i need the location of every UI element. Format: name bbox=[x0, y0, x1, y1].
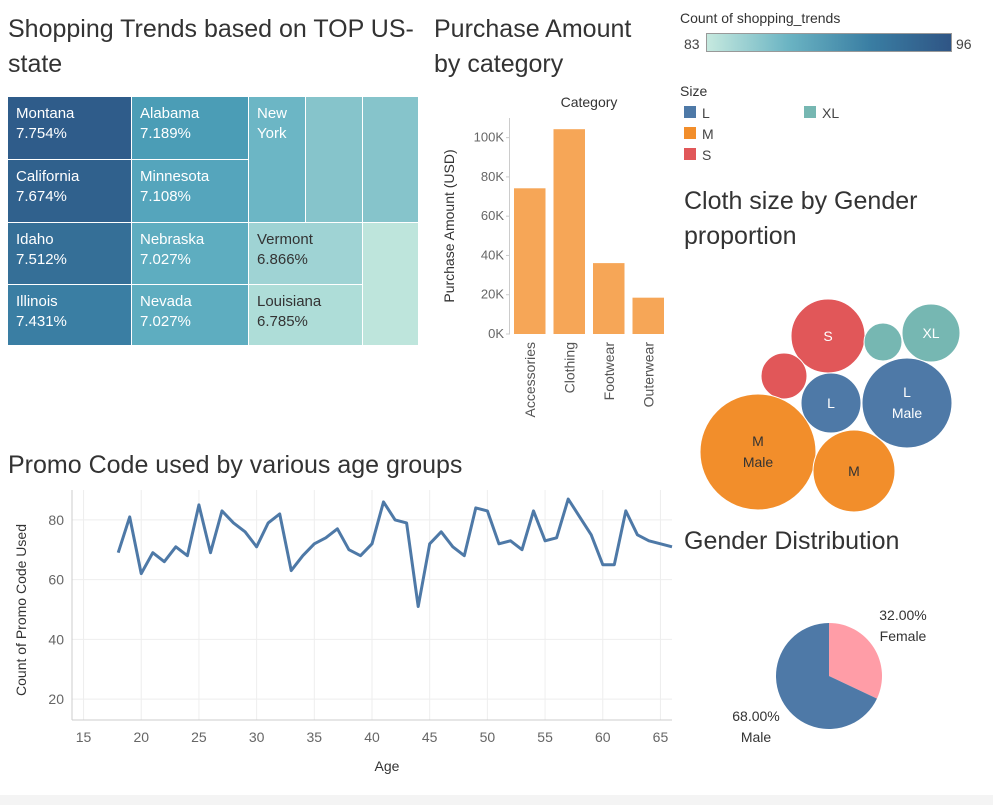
pie-slice bbox=[829, 623, 882, 699]
line-ytick-label: 20 bbox=[48, 691, 64, 707]
bar-ytick-label: 100K bbox=[474, 130, 505, 145]
bubble-label: L bbox=[903, 384, 911, 400]
size-legend-label: L bbox=[702, 105, 710, 121]
pie-male-label: Male bbox=[741, 729, 772, 745]
treemap-cell[interactable]: Nebraska 7.027% bbox=[132, 223, 249, 285]
treemap-cell[interactable]: Minnesota 7.108% bbox=[132, 160, 249, 223]
purchase-title: Purchase Amount by category bbox=[434, 15, 632, 78]
treemap-cell[interactable] bbox=[306, 97, 363, 223]
treemap-cell[interactable]: New York bbox=[249, 97, 306, 223]
size-bubble bbox=[863, 322, 903, 362]
line-xtick-label: 55 bbox=[537, 729, 553, 745]
bar-header: Category bbox=[561, 94, 618, 110]
size-bubble bbox=[699, 393, 817, 511]
size-bubble bbox=[901, 303, 960, 363]
bar-ytick-label: 20K bbox=[481, 287, 504, 302]
line-xtick-label: 45 bbox=[422, 729, 438, 745]
gender-title: Gender Distribution bbox=[684, 527, 900, 555]
bar-ytick-label: 40K bbox=[481, 247, 504, 262]
size-legend-swatch-xl[interactable] bbox=[804, 106, 816, 118]
size-bubble bbox=[861, 357, 953, 449]
bar bbox=[514, 188, 546, 334]
bar-category-label: Footwear bbox=[601, 342, 617, 401]
line-xtick-label: 25 bbox=[191, 729, 207, 745]
cloth-title: Cloth size by Gender proportion bbox=[684, 187, 918, 250]
treemap-cell[interactable]: Montana 7.754% bbox=[8, 97, 132, 160]
size-legend-label: M bbox=[702, 126, 714, 142]
line-ytick-label: 80 bbox=[48, 512, 64, 528]
treemap: Montana 7.754% California 7.674% Idaho 7.51… bbox=[8, 97, 418, 346]
line-x-label: Age bbox=[375, 758, 400, 774]
bar-ytick-label: 60K bbox=[481, 208, 504, 223]
pie-female-label: Female bbox=[880, 628, 927, 644]
size-legend-label: S bbox=[702, 147, 712, 163]
gender-pie-chart: 32.00% Female 68.00% Male bbox=[732, 607, 927, 745]
line-ytick-label: 40 bbox=[48, 631, 64, 647]
line-xtick-label: 30 bbox=[249, 729, 265, 745]
treemap-title: Shopping Trends based on TOP US-state bbox=[8, 15, 414, 78]
pie-male-pct: 68.00% bbox=[732, 708, 779, 724]
treemap-cell[interactable]: Illinois 7.431% bbox=[8, 285, 132, 346]
line-xtick-label: 65 bbox=[653, 729, 669, 745]
treemap-cell[interactable]: Nevada 7.027% bbox=[132, 285, 249, 346]
treemap-cell[interactable] bbox=[363, 97, 418, 223]
line-xtick-label: 35 bbox=[307, 729, 323, 745]
promo-line-chart: 15 20 25 30 35 40 45 50 55 60 65 20 40 60 80 Age Count o… bbox=[13, 490, 673, 774]
bar-category-label: Clothing bbox=[561, 342, 577, 393]
bubble-label: XL bbox=[922, 325, 939, 341]
treemap-cell[interactable]: Vermont 6.866% bbox=[249, 223, 363, 285]
size-bubble bbox=[760, 352, 808, 400]
pie-slice bbox=[776, 623, 877, 729]
line-xtick-label: 15 bbox=[76, 729, 92, 745]
bubble-sublabel: Male bbox=[743, 454, 774, 470]
color-legend-min: 83 bbox=[684, 36, 700, 52]
promo-title: Promo Code used by various age groups bbox=[8, 451, 463, 479]
size-legend-label: XL bbox=[822, 105, 840, 121]
treemap-cell[interactable]: Alabama 7.189% bbox=[132, 97, 249, 160]
bar-y-label: Purchase Amount (USD) bbox=[441, 149, 457, 302]
size-legend-swatch-l[interactable] bbox=[684, 106, 696, 118]
line-xtick-label: 20 bbox=[133, 729, 149, 745]
size-bubble bbox=[800, 372, 862, 434]
color-legend-title: Count of shopping_trends bbox=[680, 10, 841, 26]
bar bbox=[593, 263, 625, 334]
bar-ytick-label: 80K bbox=[481, 169, 504, 184]
line-xtick-label: 60 bbox=[595, 729, 611, 745]
size-legend-title: Size bbox=[680, 83, 708, 99]
treemap-cell[interactable]: Idaho 7.512% bbox=[8, 223, 132, 285]
bubble-label: L bbox=[827, 395, 835, 411]
color-legend-max: 96 bbox=[956, 36, 972, 52]
line-y-label: Count of Promo Code Used bbox=[13, 524, 29, 696]
size-legend-swatch-s[interactable] bbox=[684, 148, 696, 160]
line-xtick-label: 40 bbox=[364, 729, 380, 745]
bar bbox=[553, 129, 585, 334]
line-xtick-label: 50 bbox=[480, 729, 496, 745]
treemap-cell[interactable] bbox=[363, 223, 418, 346]
purchase-bar-chart: Category 0K 20K 40K 60K 80K 100K Purchase Amoun… bbox=[441, 94, 664, 417]
size-bubble bbox=[812, 429, 896, 513]
promo-line-series bbox=[116, 497, 673, 608]
color-legend-gradient bbox=[706, 33, 952, 52]
line-ytick-label: 60 bbox=[48, 572, 64, 588]
bar-category-label: Outerwear bbox=[640, 342, 656, 408]
bubble-sublabel: Male bbox=[892, 405, 923, 421]
bubble-label: S bbox=[823, 328, 832, 344]
bar bbox=[632, 297, 664, 334]
pie-female-pct: 32.00% bbox=[879, 607, 926, 623]
treemap-cell[interactable]: Louisiana 6.785% bbox=[249, 285, 363, 346]
size-legend-swatch-m[interactable] bbox=[684, 127, 696, 139]
bar-ytick-label: 0K bbox=[488, 326, 504, 341]
cloth-bubble-chart: S XL L L Male M Male M bbox=[699, 298, 960, 513]
treemap-cell[interactable]: California 7.674% bbox=[8, 160, 132, 223]
bar-category-label: Accessories bbox=[522, 342, 538, 417]
bubble-label: M bbox=[752, 433, 764, 449]
bubble-label: M bbox=[848, 463, 860, 479]
